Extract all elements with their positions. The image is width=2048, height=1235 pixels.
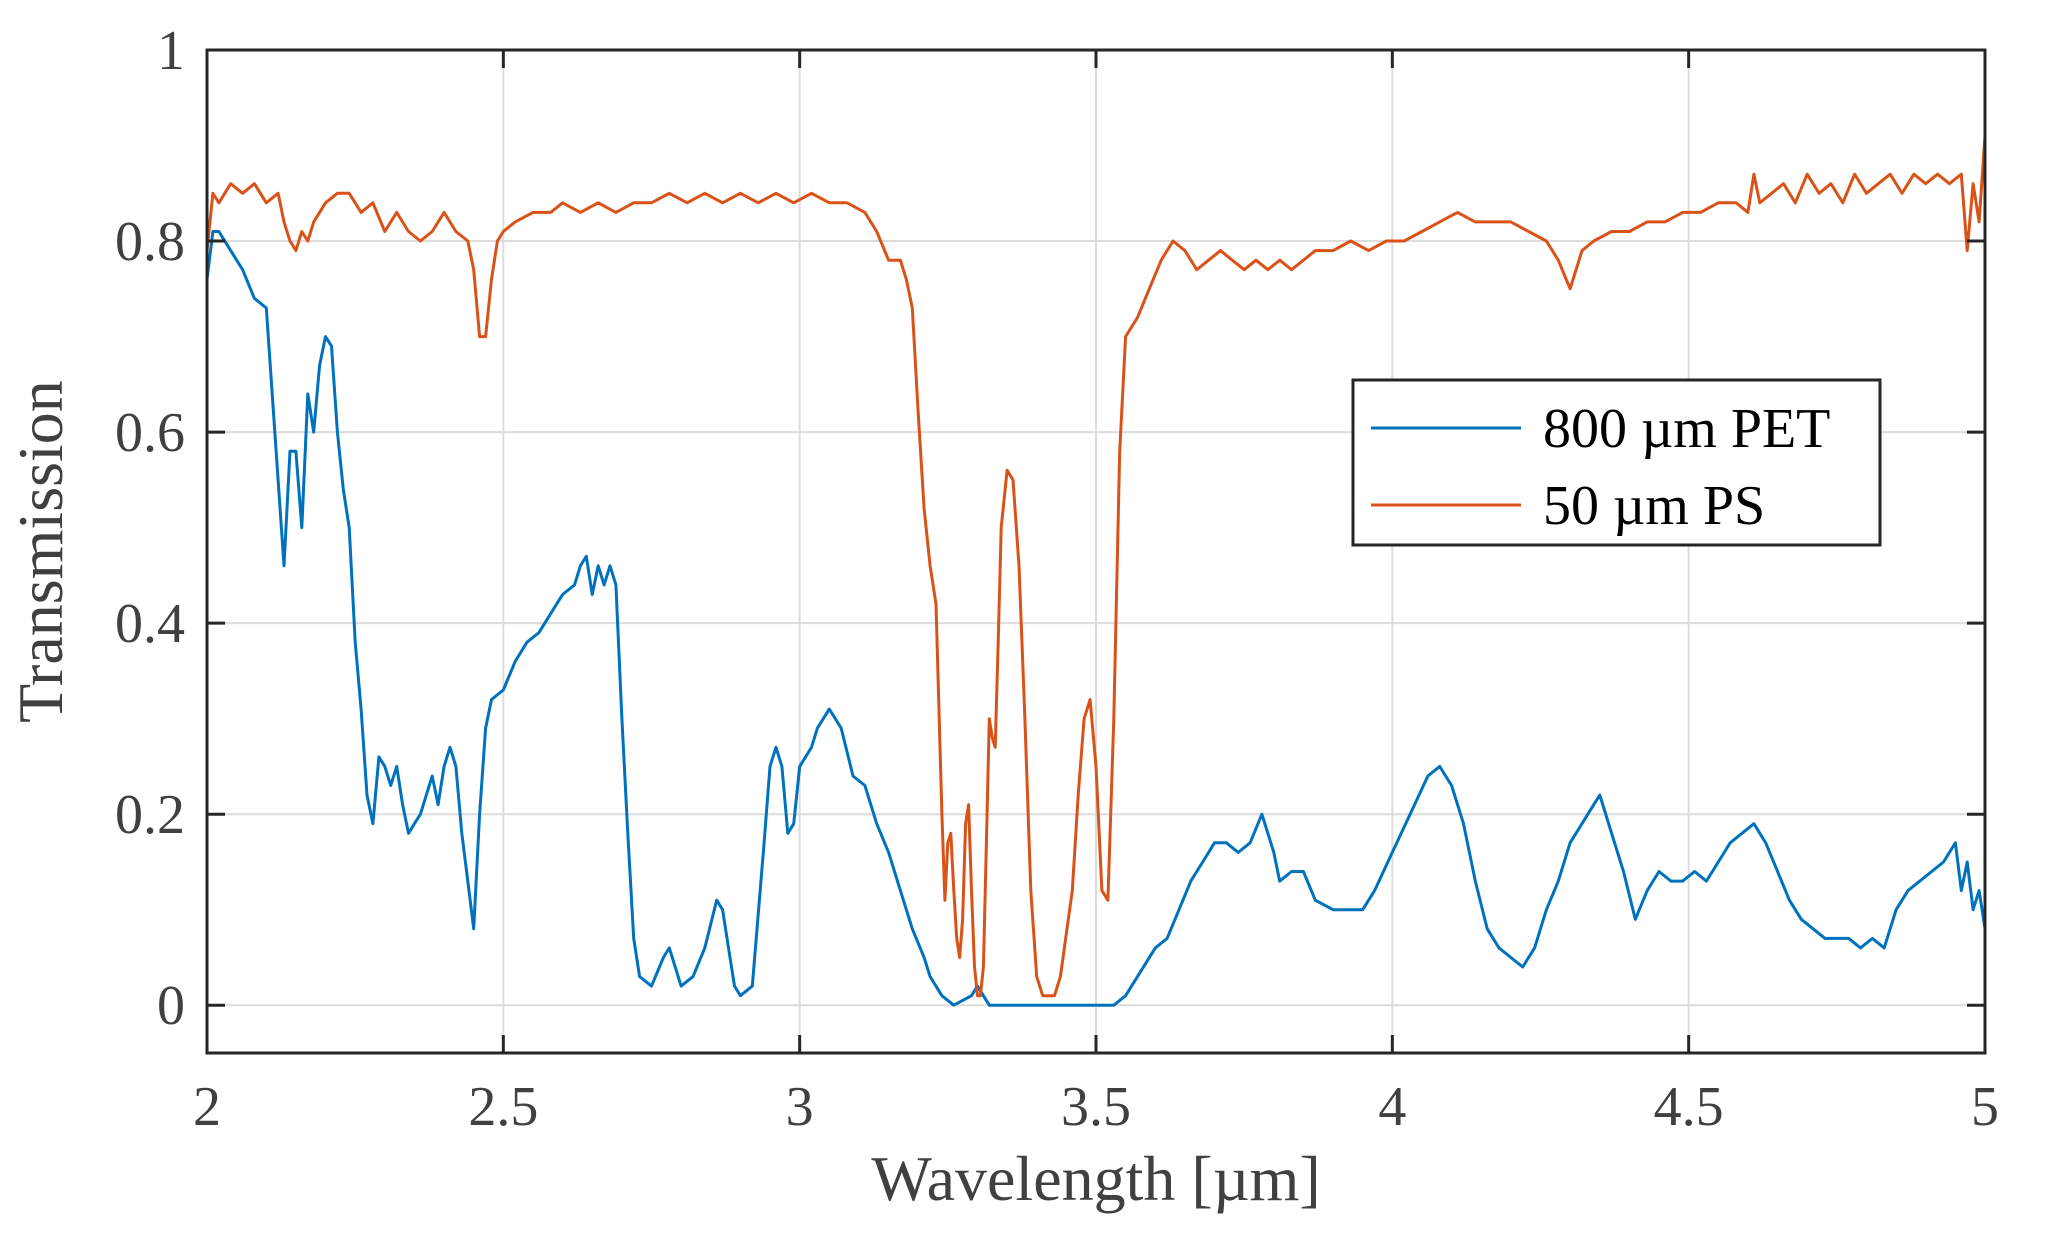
x-tick-label: 2	[193, 1076, 221, 1138]
x-tick-label: 4.5	[1654, 1076, 1724, 1138]
series-line-pet	[205, 230, 1987, 1007]
y-tick-label: 0	[157, 975, 185, 1037]
y-tick-label: 0.6	[115, 402, 185, 464]
axis-ticks	[205, 48, 1987, 1053]
legend-box	[1351, 378, 1882, 547]
legend: 800 µm PET 50 µm PS	[1351, 378, 1882, 547]
x-tick-label: 2.5	[468, 1076, 538, 1138]
axis-tick-labels: 2 2.5 3 3.5 4 4.5 5 0 0.2 0.4 0.6 0.8 1	[115, 20, 1999, 1138]
y-tick-label: 1	[157, 20, 185, 82]
y-tick-label: 0.8	[115, 211, 185, 273]
series-lines	[205, 135, 1987, 1007]
y-tick-label: 0.2	[115, 784, 185, 846]
legend-label-ps: 50 µm PS	[1543, 475, 1765, 537]
x-axis-title: Wavelength [µm]	[871, 1143, 1320, 1214]
x-tick-label: 5	[1971, 1076, 1999, 1138]
legend-label-pet: 800 µm PET	[1543, 398, 1830, 460]
series-line-ps	[205, 135, 1987, 998]
y-axis-title: Transmission	[5, 380, 76, 723]
y-tick-label: 0.4	[115, 593, 185, 655]
x-tick-label: 3	[786, 1076, 814, 1138]
x-tick-label: 4	[1378, 1076, 1406, 1138]
x-tick-label: 3.5	[1061, 1076, 1131, 1138]
